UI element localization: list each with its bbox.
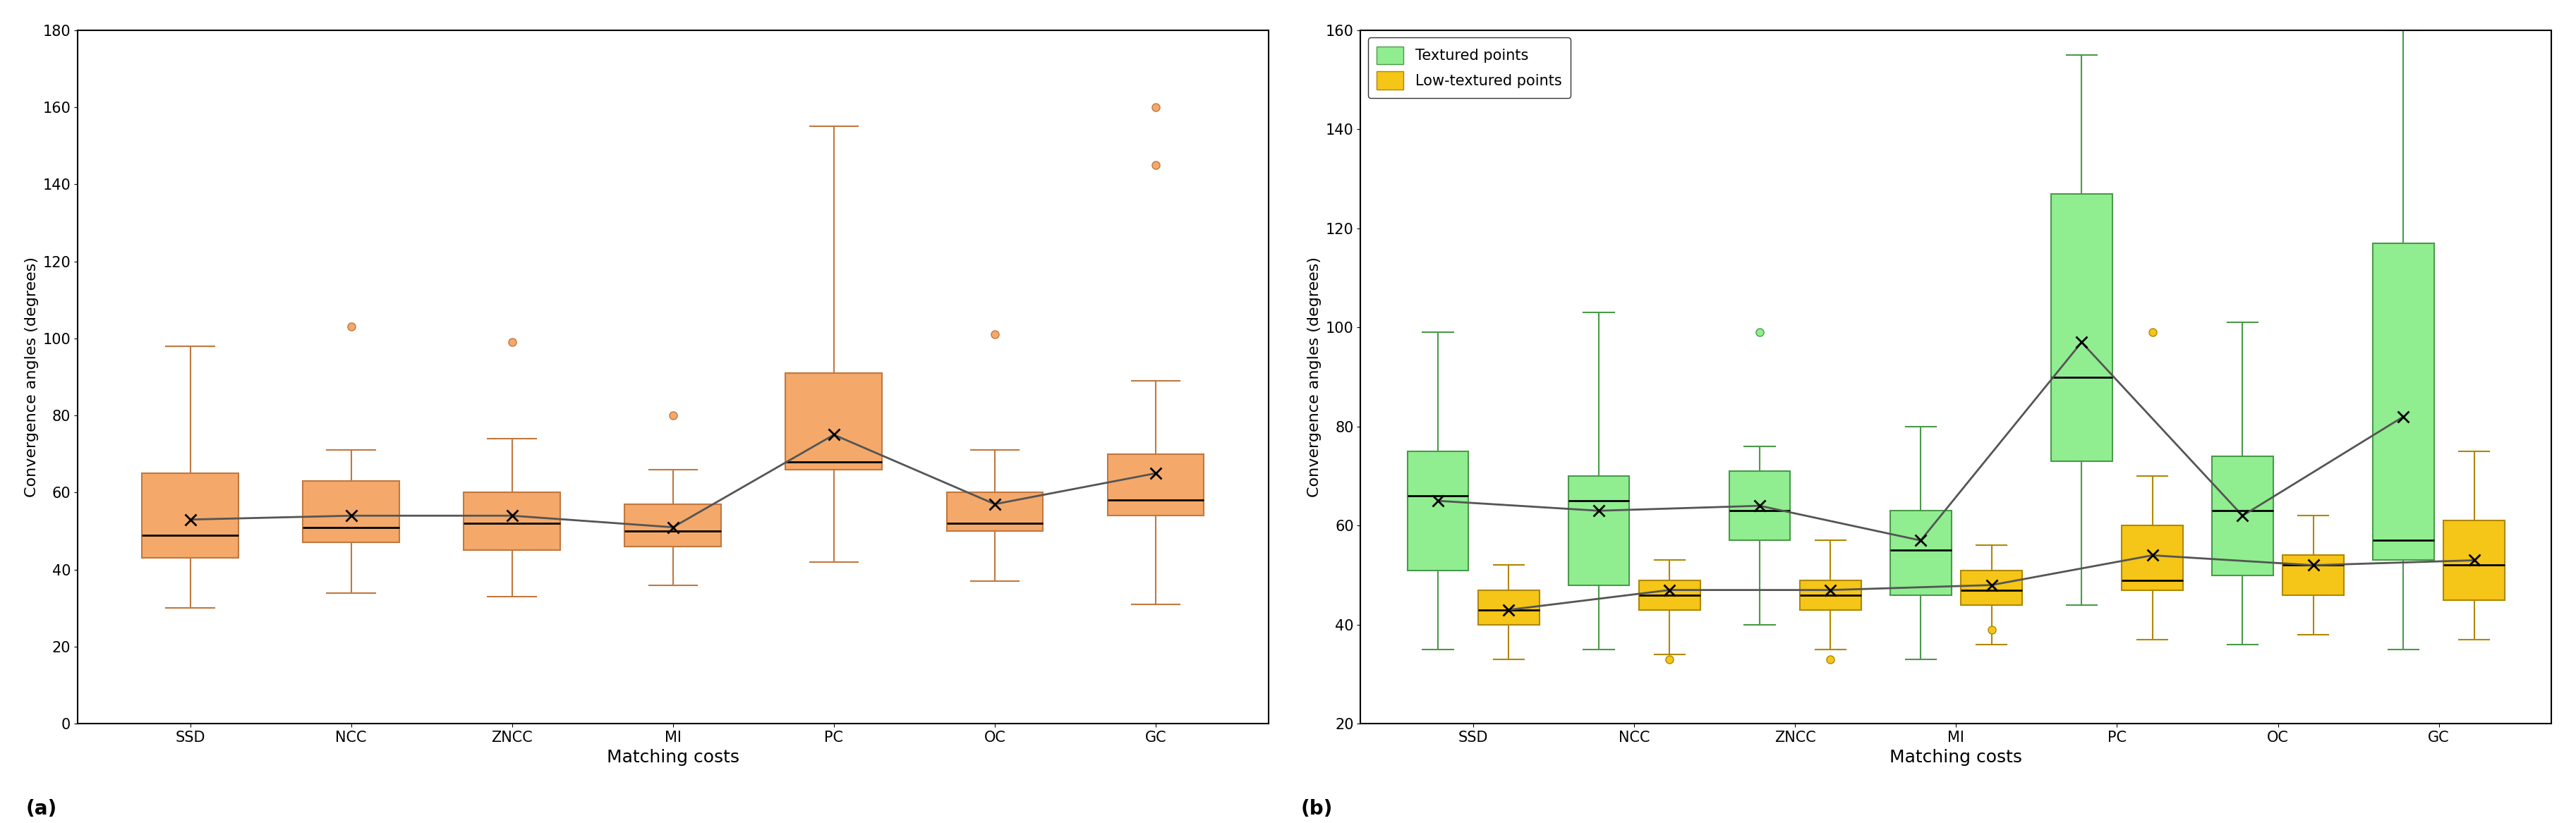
X-axis label: Matching costs: Matching costs <box>1891 749 2022 765</box>
Legend: Textured points, Low-textured points: Textured points, Low-textured points <box>1368 38 1571 98</box>
PathPatch shape <box>945 493 1043 531</box>
PathPatch shape <box>1569 476 1631 585</box>
PathPatch shape <box>1960 570 2022 605</box>
PathPatch shape <box>1479 590 1540 625</box>
Text: (a): (a) <box>26 799 57 819</box>
PathPatch shape <box>464 493 562 551</box>
Text: (b): (b) <box>1301 799 1332 819</box>
PathPatch shape <box>2050 193 2112 461</box>
PathPatch shape <box>2123 526 2182 590</box>
PathPatch shape <box>2213 456 2272 575</box>
PathPatch shape <box>2282 556 2344 595</box>
PathPatch shape <box>1108 454 1203 516</box>
PathPatch shape <box>304 481 399 542</box>
PathPatch shape <box>1728 471 1790 541</box>
X-axis label: Matching costs: Matching costs <box>605 749 739 765</box>
PathPatch shape <box>2372 243 2434 560</box>
PathPatch shape <box>786 373 881 469</box>
Y-axis label: Convergence angles (degrees): Convergence angles (degrees) <box>26 257 39 497</box>
PathPatch shape <box>1638 580 1700 610</box>
PathPatch shape <box>626 504 721 546</box>
Y-axis label: Convergence angles (degrees): Convergence angles (degrees) <box>1309 257 1321 497</box>
PathPatch shape <box>1406 451 1468 570</box>
PathPatch shape <box>142 473 240 558</box>
PathPatch shape <box>1801 580 1860 610</box>
PathPatch shape <box>1891 511 1950 595</box>
PathPatch shape <box>2445 521 2504 600</box>
